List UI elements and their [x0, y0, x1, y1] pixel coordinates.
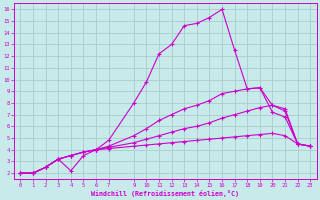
- X-axis label: Windchill (Refroidissement éolien,°C): Windchill (Refroidissement éolien,°C): [91, 190, 239, 197]
